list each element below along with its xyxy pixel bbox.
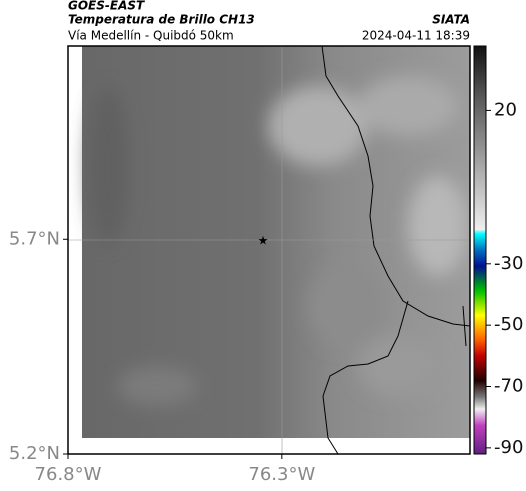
subtitle: Temperatura de Brillo CH13 xyxy=(68,13,255,27)
x-tick-label: 76.3°W xyxy=(248,464,315,485)
source: SIATA xyxy=(432,13,470,27)
map: ★ xyxy=(68,46,470,454)
colorbar-tick-label: 20 xyxy=(494,99,517,120)
colorbar-tick-label: -70 xyxy=(494,376,523,397)
border xyxy=(462,305,467,347)
border xyxy=(322,300,409,454)
location: Vía Medellín - Quibdó 50km xyxy=(68,29,234,43)
y-tick-label: 5.7°N xyxy=(9,228,60,249)
x-tick-label: 76.8°W xyxy=(35,464,102,485)
timestamp: 2024-04-11 18:39 xyxy=(362,29,470,43)
border xyxy=(321,46,470,327)
title: GOES-EAST xyxy=(68,0,145,13)
map-frame xyxy=(67,45,471,455)
location-marker: ★ xyxy=(258,234,269,248)
colorbar-tick-label: -50 xyxy=(494,314,523,335)
y-tick-label: 5.2°N xyxy=(9,443,60,464)
colorbar-tick-label: -30 xyxy=(494,253,523,274)
colorbar-tick-label: -90 xyxy=(494,437,523,458)
colorbar xyxy=(473,45,487,455)
clouds xyxy=(88,76,468,406)
